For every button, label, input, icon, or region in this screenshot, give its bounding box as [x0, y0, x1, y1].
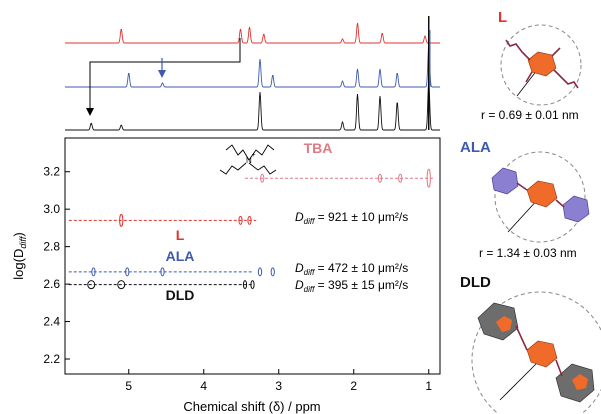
x-axis-label: Chemical shift (δ) / ppm [183, 399, 320, 414]
structures-column: L r = 0.69 ± 0.01 nm ALA r = 1.34 ± 0.03… [460, 9, 601, 414]
dosy-peak [91, 267, 96, 277]
x-tick-label: 5 [125, 379, 132, 393]
y-tick-label: 3.0 [43, 202, 60, 216]
y-axis-label: log(Ddiff) [11, 232, 28, 279]
y-axis-ticks: 2.2 2.4 2.6 2.8 3.0 3.2 [43, 165, 70, 366]
d-subscript: diff [304, 268, 315, 277]
dosy-peak [238, 215, 243, 225]
arrow-head-black [86, 108, 94, 116]
series-l: L Ddiff = 921 ± 10 μm²/s [68, 210, 408, 243]
tetrabutylammonium-structure-icon: N + [219, 144, 277, 175]
dosy-peak [398, 173, 403, 183]
dosy-peak [160, 267, 165, 277]
y-axis-label-sub: diff [18, 235, 28, 249]
svg-text:N: N [246, 156, 252, 165]
series-label: TBA [304, 140, 333, 156]
x-axis-ticks: 5 4 3 2 1 [125, 369, 432, 393]
d-value: = 395 ± 15 μm²/s [314, 278, 408, 292]
d-value: = 472 ± 10 μm²/s [314, 261, 408, 275]
dosy-peak [119, 213, 124, 227]
dosy-peak [87, 280, 96, 290]
dosy-peak [377, 173, 383, 183]
dosy-peak [117, 280, 126, 290]
dosy-plot-panel: 2.2 2.4 2.6 2.8 3.0 3.2 5 4 3 2 1 TBA L Ddiff = 921… [11, 137, 441, 414]
structure-label-dld: DLD [460, 274, 491, 291]
x-tick-label: 4 [200, 379, 207, 393]
structure-label-ala: ALA [460, 139, 491, 156]
dosy-peak [247, 215, 252, 225]
structure-radius-l: r = 0.69 ± 0.01 nm [481, 108, 579, 122]
spectrum-l [65, 22, 440, 44]
spectrum-ala [65, 46, 440, 88]
series-label: DLD [166, 287, 195, 303]
structure-radius-ala: r = 1.34 ± 0.03 nm [479, 246, 577, 260]
x-tick-label: 3 [275, 379, 282, 393]
diffusion-coefficient-label: Ddiff = 395 ± 15 μm²/s [295, 278, 408, 294]
d-symbol: D [295, 210, 304, 224]
assignment-connector [89, 38, 241, 110]
ala-molecule-model [491, 151, 590, 243]
1d-spectra-stack [65, 16, 440, 131]
y-tick-label: 2.2 [43, 352, 60, 366]
d-symbol: D [295, 261, 304, 275]
series-label: L [176, 227, 185, 243]
plot-frame [64, 137, 441, 375]
series-label: ALA [166, 248, 195, 264]
x-tick-label: 2 [350, 379, 357, 393]
d-subscript: diff [304, 217, 315, 226]
dosy-peak [257, 267, 263, 277]
dosy-peak [270, 267, 275, 277]
series-dld: DLD Ddiff = 395 ± 15 μm²/s [68, 278, 408, 303]
d-subscript: diff [304, 285, 315, 294]
series-layer: TBA L Ddiff = 921 ± 10 μm²/s ALA Ddiff = 472… [68, 140, 435, 303]
d-value: = 921 ± 10 μm²/s [314, 210, 408, 224]
arrow-head-blue [158, 70, 166, 78]
spectrum-dld [65, 81, 440, 131]
diffusion-coefficient-label: Ddiff = 472 ± 10 μm²/s [295, 261, 408, 277]
y-axis-label-close: ) [11, 232, 26, 236]
structure-label-l: L [498, 9, 507, 26]
y-tick-label: 2.6 [43, 277, 60, 291]
y-axis-label-main: log(D [11, 249, 26, 280]
diffusion-coefficient-label: Ddiff = 921 ± 10 μm²/s [295, 210, 408, 226]
dosy-peak [260, 173, 265, 183]
y-tick-label: 3.2 [43, 165, 60, 179]
dosy-peak [242, 280, 248, 290]
series-ala: ALA Ddiff = 472 ± 10 μm²/s [68, 248, 408, 277]
d-symbol: D [295, 278, 304, 292]
dosy-peak [426, 168, 431, 188]
y-tick-label: 2.4 [43, 315, 60, 329]
y-tick-label: 2.8 [43, 240, 60, 254]
svg-text:+: + [252, 153, 256, 159]
x-tick-label: 1 [425, 379, 432, 393]
series-tba: TBA [245, 140, 435, 188]
dosy-peak [125, 267, 130, 277]
dosy-peak [250, 280, 255, 290]
l-molecule-model [500, 24, 582, 106]
dld-molecule-model [471, 291, 601, 414]
